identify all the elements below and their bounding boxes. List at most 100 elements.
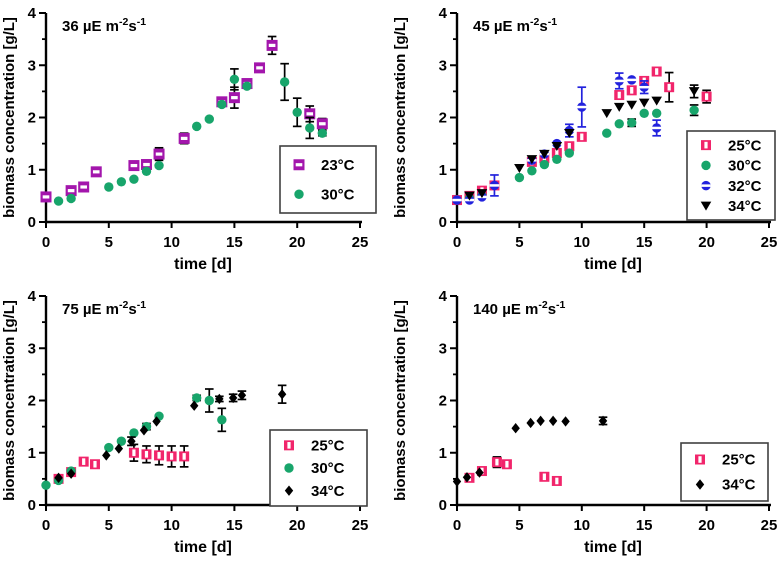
data-point <box>317 128 328 138</box>
data-point <box>700 201 712 211</box>
data-point <box>41 480 51 490</box>
data-point <box>626 75 637 85</box>
y-tick-label: 3 <box>28 57 36 74</box>
y-axis-label: biomass concentration [g/L] <box>1 17 18 218</box>
data-point <box>602 128 612 138</box>
data-point <box>561 416 570 427</box>
data-point <box>501 459 512 470</box>
legend-label: 25°C <box>311 438 345 455</box>
y-axis-label: biomass concentration [g/L] <box>392 17 409 218</box>
y-tick-label: 1 <box>28 445 36 462</box>
data-point <box>701 140 711 151</box>
data-point <box>284 440 294 451</box>
data-point <box>551 148 562 159</box>
data-point <box>78 456 89 467</box>
data-point <box>527 166 537 176</box>
y-tick-label: 2 <box>439 393 447 410</box>
subplot-title: 75 µE m-2s-1 <box>62 299 146 318</box>
data-point <box>638 98 650 108</box>
series-30-C <box>41 388 227 490</box>
data-point <box>651 123 662 133</box>
data-point <box>292 107 302 117</box>
data-point <box>452 195 462 205</box>
legend-label: 30°C <box>311 460 345 477</box>
legend-label: 34°C <box>728 198 762 215</box>
data-point <box>90 166 102 178</box>
series-30-C <box>53 62 328 206</box>
data-point <box>613 102 625 112</box>
data-point <box>651 66 662 77</box>
data-point <box>217 415 227 425</box>
data-point <box>279 77 290 87</box>
data-point <box>304 108 316 120</box>
legend: 25°C 30°C 34°C <box>269 429 368 507</box>
data-point <box>128 447 139 458</box>
y-tick-label: 0 <box>439 497 447 514</box>
data-point <box>140 159 152 171</box>
data-point <box>242 81 252 91</box>
legend-label: 23°C <box>321 157 355 174</box>
data-point <box>129 428 139 438</box>
data-point <box>564 148 575 158</box>
data-point <box>651 96 662 106</box>
x-tick-label: 15 <box>226 517 243 534</box>
legend-label: 25°C <box>722 452 756 469</box>
data-point <box>626 100 638 110</box>
data-point <box>127 436 136 447</box>
data-point <box>639 108 649 119</box>
data-point <box>464 191 475 201</box>
data-point <box>192 393 202 403</box>
data-point <box>688 87 700 97</box>
x-tick-label: 0 <box>453 234 461 251</box>
data-point <box>514 163 525 173</box>
legend-box <box>279 145 377 214</box>
data-point <box>284 485 294 496</box>
y-tick-label: 4 <box>28 5 37 22</box>
data-point <box>141 166 152 177</box>
data-point <box>551 142 563 152</box>
data-point <box>53 196 64 206</box>
legend-label: 30°C <box>728 158 762 175</box>
data-point <box>539 471 550 482</box>
x-axis-label: time [d] <box>174 539 232 556</box>
data-point <box>476 189 488 199</box>
data-point <box>102 450 111 461</box>
data-point <box>154 160 164 171</box>
y-tick-label: 1 <box>28 162 36 179</box>
legend-box <box>680 442 769 502</box>
data-point <box>539 149 550 159</box>
subplot-title: 140 µE m-2s-1 <box>473 299 566 318</box>
x-tick-label: 25 <box>761 517 778 534</box>
data-point <box>598 415 608 427</box>
x-tick-label: 10 <box>573 517 590 534</box>
data-point <box>266 39 278 51</box>
data-point <box>166 451 177 462</box>
data-point <box>452 476 462 487</box>
data-point <box>489 180 500 191</box>
x-tick-label: 0 <box>42 517 50 534</box>
data-point <box>89 459 100 470</box>
y-tick-label: 3 <box>439 340 447 357</box>
data-point <box>701 91 712 102</box>
data-point <box>215 393 224 405</box>
series-34-C <box>54 384 287 484</box>
data-point <box>66 468 76 479</box>
data-point <box>614 90 625 101</box>
x-axis-label: time [d] <box>584 256 642 273</box>
data-point <box>104 442 114 453</box>
data-point <box>462 472 472 483</box>
x-tick-label: 15 <box>636 517 653 534</box>
y-tick-label: 3 <box>28 340 36 357</box>
data-point <box>695 454 705 465</box>
y-tick-label: 4 <box>439 288 448 305</box>
data-point <box>284 463 294 473</box>
subplot-title: 36 µE m-2s-1 <box>62 16 146 35</box>
data-point <box>475 467 484 478</box>
data-point <box>277 389 287 400</box>
y-axis-label: biomass concentration [g/L] <box>392 300 409 501</box>
data-point <box>254 62 266 74</box>
x-tick-label: 20 <box>698 234 715 251</box>
x-tick-label: 5 <box>515 517 523 534</box>
data-point <box>154 450 165 461</box>
data-point <box>664 82 675 93</box>
